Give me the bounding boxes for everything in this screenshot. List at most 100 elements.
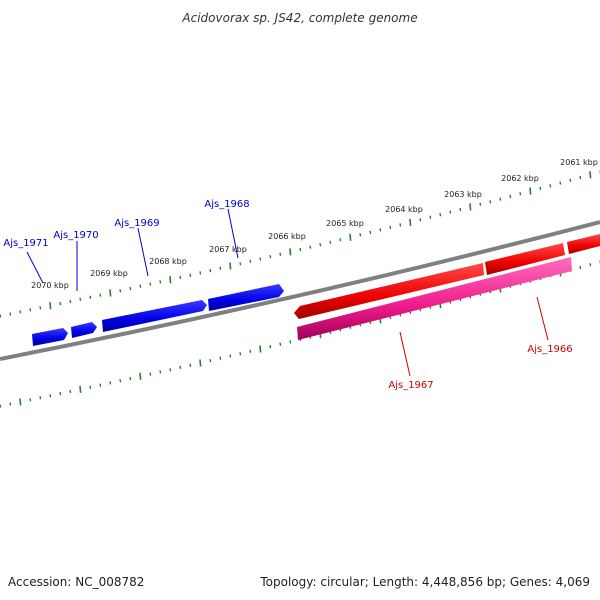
map-title: Acidovorax sp. JS42, complete genome xyxy=(181,11,417,25)
outer-minor-tick xyxy=(299,247,302,252)
inner-minor-tick xyxy=(279,342,282,346)
gene-label-ajs-1971[interactable]: Ajs_1971 xyxy=(3,238,48,249)
gene-feature-ajs-1966[interactable] xyxy=(567,234,600,254)
outer-minor-tick xyxy=(359,233,362,237)
inner-minor-tick xyxy=(589,263,592,267)
gene-feature-ajs-1969[interactable] xyxy=(102,300,207,332)
outer-minor-tick xyxy=(119,289,122,293)
inner-major-tick xyxy=(79,385,82,393)
outer-minor-tick xyxy=(419,218,422,222)
ruler-label-2063: 2063 kbp xyxy=(444,190,482,199)
outer-minor-tick xyxy=(159,280,162,284)
outer-minor-tick xyxy=(89,295,92,299)
gene-label-ajs-1967[interactable]: Ajs_1967 xyxy=(388,380,433,391)
outer-minor-tick xyxy=(579,175,582,180)
ruler-label-2064: 2064 kbp xyxy=(385,205,423,214)
outer-minor-tick xyxy=(219,266,222,270)
outer-minor-tick xyxy=(269,254,272,259)
outer-minor-tick xyxy=(459,207,462,212)
outer-minor-tick xyxy=(209,268,212,273)
ruler-label-2062: 2062 kbp xyxy=(501,174,539,183)
inner-minor-tick xyxy=(49,394,52,398)
gene-labels: Ajs_1971 Ajs_1970 Ajs_1969 Ajs_1968 Ajs_… xyxy=(3,199,572,391)
gene-feature-ajs-1970[interactable] xyxy=(71,322,97,338)
outer-minor-tick xyxy=(339,238,342,242)
outer-minor-tick xyxy=(9,312,12,316)
inner-minor-tick xyxy=(99,383,102,387)
ruler-label-2065: 2065 kbp xyxy=(326,219,364,228)
accession-text: Accession: NC_008782 xyxy=(8,575,144,589)
inner-minor-tick xyxy=(249,349,252,353)
outer-minor-tick xyxy=(279,252,282,256)
inner-minor-tick xyxy=(239,352,242,356)
ruler-label-2069: 2069 kbp xyxy=(90,269,128,278)
inner-minor-tick xyxy=(579,265,582,270)
inner-minor-tick xyxy=(109,381,112,385)
outer-minor-tick xyxy=(0,314,2,318)
inner-minor-tick xyxy=(119,379,122,383)
outer-minor-tick xyxy=(439,213,442,217)
gene-feature-ajs-1971[interactable] xyxy=(32,328,68,346)
inner-minor-tick xyxy=(39,396,42,400)
outer-major-tick xyxy=(289,248,292,256)
outer-minor-tick xyxy=(29,308,32,312)
leader-line-ajs-1968 xyxy=(227,208,239,259)
outer-minor-tick xyxy=(19,310,22,314)
outer-major-tick xyxy=(409,218,412,226)
outer-major-tick xyxy=(349,233,352,241)
outer-major-tick xyxy=(529,187,532,195)
outer-minor-tick xyxy=(399,223,402,227)
outer-minor-tick xyxy=(489,200,492,204)
gene-feature-ajs-1968[interactable] xyxy=(208,284,284,311)
inner-major-tick xyxy=(19,398,22,406)
outer-minor-tick xyxy=(259,257,262,261)
inner-minor-tick xyxy=(129,376,132,381)
gene-label-ajs-1970[interactable]: Ajs_1970 xyxy=(53,230,98,241)
inner-minor-tick xyxy=(219,356,222,360)
inner-minor-tick xyxy=(29,398,32,402)
inner-major-tick xyxy=(139,372,142,380)
outer-minor-tick xyxy=(499,197,502,201)
outer-minor-tick xyxy=(59,301,62,306)
outer-minor-tick xyxy=(509,194,512,199)
outer-minor-tick xyxy=(139,284,142,288)
inner-minor-tick xyxy=(179,365,182,370)
ruler-label-2070: 2070 kbp xyxy=(31,281,69,290)
outer-minor-tick xyxy=(539,186,542,191)
outer-minor-tick xyxy=(569,178,572,182)
gene-feature-red-b[interactable] xyxy=(485,243,565,275)
gene-label-ajs-1969[interactable]: Ajs_1969 xyxy=(114,218,159,229)
outer-major-tick xyxy=(169,276,172,284)
outer-minor-tick xyxy=(369,230,372,235)
outer-minor-tick xyxy=(479,202,482,206)
ruler-labels: 2061 kbp 2062 kbp 2063 kbp 2064 kbp 2065… xyxy=(31,158,598,290)
outer-minor-tick xyxy=(389,225,392,230)
inner-minor-tick xyxy=(289,340,292,344)
inner-major-tick xyxy=(259,345,262,353)
outer-minor-tick xyxy=(549,184,552,188)
outer-minor-tick xyxy=(199,271,202,275)
outer-minor-tick xyxy=(239,262,242,266)
outer-minor-tick xyxy=(559,181,562,185)
outer-minor-tick xyxy=(309,245,312,249)
gene-feature-ajs-1967[interactable] xyxy=(297,257,572,340)
gene-label-ajs-1968[interactable]: Ajs_1968 xyxy=(204,199,249,210)
gene-label-ajs-1966[interactable]: Ajs_1966 xyxy=(527,344,572,355)
outer-minor-tick xyxy=(79,297,82,301)
outer-major-tick xyxy=(469,203,472,211)
inner-minor-tick xyxy=(59,391,62,396)
genome-summary-text: Topology: circular; Length: 4,448,856 bp… xyxy=(259,575,590,589)
outer-minor-tick xyxy=(179,275,182,280)
outer-minor-tick xyxy=(39,306,42,310)
gene-feature-red-a[interactable] xyxy=(294,263,484,319)
inner-minor-tick xyxy=(149,372,152,376)
inner-minor-tick xyxy=(209,358,212,363)
leader-line-ajs-1969 xyxy=(137,227,149,277)
inner-major-tick xyxy=(199,359,202,367)
outer-minor-tick xyxy=(319,243,322,247)
inner-minor-tick xyxy=(269,344,272,349)
outer-minor-tick xyxy=(379,228,382,232)
outer-minor-tick xyxy=(69,299,72,304)
outer-minor-tick xyxy=(329,240,332,244)
